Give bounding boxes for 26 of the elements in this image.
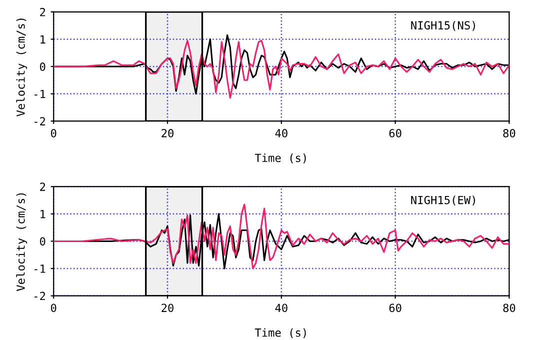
y-tick-label: 0 <box>40 62 46 71</box>
x-tick-label: 60 <box>389 304 402 312</box>
annotation: NIGH15(NS) <box>411 20 475 31</box>
y-tick-label: -2 <box>34 292 46 300</box>
x-tick-label: 60 <box>389 128 402 138</box>
y-tick-label: 0 <box>40 237 46 246</box>
annotation: NIGH15(EW) <box>411 196 475 206</box>
y-tick-label: -1 <box>34 90 46 98</box>
x-axis-title: Time (s) <box>254 153 306 164</box>
y-tick-label: -2 <box>34 117 46 126</box>
y-tick-label: 2 <box>40 8 46 16</box>
x-tick-label: 20 <box>162 128 174 138</box>
y-axis-title: Velocity (cm/s) <box>16 18 28 116</box>
x-tick-label: 0 <box>50 304 56 312</box>
x-tick-label: 0 <box>50 128 56 138</box>
y-tick-label: 1 <box>40 210 46 218</box>
x-tick-label: 40 <box>275 304 288 312</box>
x-tick-label: 80 <box>503 304 516 312</box>
y-tick-label: -1 <box>34 264 46 273</box>
x-tick-label: 20 <box>162 304 174 312</box>
x-axis-title: Time (s) <box>254 328 306 338</box>
y-tick-label: 1 <box>40 35 46 44</box>
y-axis-title: Velocity (cm/s) <box>16 193 28 292</box>
x-tick-label: 40 <box>275 128 288 138</box>
y-tick-label: 2 <box>40 182 46 191</box>
x-tick-label: 80 <box>503 128 516 138</box>
